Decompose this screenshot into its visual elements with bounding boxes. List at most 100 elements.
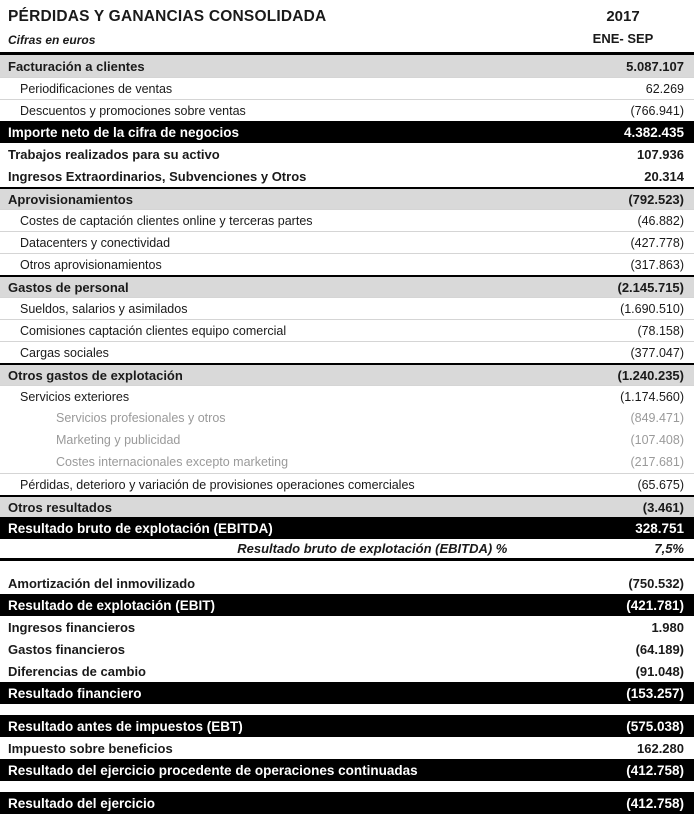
table-row: Resultado del ejercicio procedente de op…	[0, 759, 694, 781]
table-row: Aprovisionamientos (792.523)	[0, 187, 694, 209]
row-label: Importe neto de la cifra de negocios	[8, 124, 240, 140]
table-row: Resultado financiero (153.257)	[0, 682, 694, 704]
row-value: (750.532)	[628, 575, 684, 591]
row-value: (78.158)	[637, 323, 684, 338]
row-value: 162.280	[637, 740, 684, 756]
row-label: Trabajos realizados para su activo	[8, 146, 220, 162]
table-row: Pérdidas, deterioro y variación de provi…	[0, 473, 694, 495]
table-row: Datacenters y conectividad (427.778)	[0, 231, 694, 253]
row-value: (792.523)	[628, 191, 684, 207]
table-row: Cargas sociales (377.047)	[0, 341, 694, 363]
row-label: Costes internacionales excepto marketing	[56, 455, 289, 469]
table-row: Marketing y publicidad (107.408)	[0, 429, 694, 451]
table-row: Comisiones captación clientes equipo com…	[0, 319, 694, 341]
row-label: Ingresos financieros	[8, 619, 136, 635]
row-value: 107.936	[637, 146, 684, 162]
page-title: PÉRDIDAS Y GANANCIAS CONSOLIDADA	[8, 8, 327, 25]
row-label: Cargas sociales	[20, 345, 109, 360]
row-label: Gastos de personal	[8, 279, 129, 295]
table-row: Ingresos financieros 1.980	[0, 616, 694, 638]
table-row: Facturación a clientes 5.087.107	[0, 55, 694, 77]
statement-header: PÉRDIDAS Y GANANCIAS CONSOLIDADA Cifras …	[0, 6, 694, 52]
table-row: Descuentos y promociones sobre ventas (76…	[0, 99, 694, 121]
row-label: Impuesto sobre beneficios	[8, 740, 173, 756]
table-row: Importe neto de la cifra de negocios 4.38…	[0, 121, 694, 143]
row-label: Comisiones captación clientes equipo com…	[20, 323, 287, 338]
table-row: Otros resultados (3.461)	[0, 495, 694, 517]
row-value: (427.778)	[630, 235, 684, 250]
row-label: Servicios profesionales y otros	[56, 411, 226, 425]
row-label: Otros resultados	[8, 499, 113, 515]
row-value: 1.980	[651, 619, 684, 635]
row-label: Resultado bruto de explotación (EBITDA) …	[237, 541, 508, 556]
table-row: Costes internacionales excepto marketing…	[0, 451, 694, 473]
row-value: 5.087.107	[626, 58, 684, 74]
row-value: 20.314	[644, 168, 684, 184]
row-label: Resultado antes de impuestos (EBT)	[8, 718, 243, 734]
row-label: Otros aprovisionamientos	[20, 257, 162, 272]
row-label: Facturación a clientes	[8, 58, 145, 74]
row-value: (46.882)	[637, 213, 684, 228]
row-spacer	[0, 561, 694, 572]
table-row: Gastos de personal (2.145.715)	[0, 275, 694, 297]
row-label: Gastos financieros	[8, 641, 126, 657]
table-row: Servicios profesionales y otros (849.471)	[0, 407, 694, 429]
row-label: Servicios exteriores	[20, 389, 130, 404]
statement-rows: Facturación a clientes 5.087.107 Periodifi…	[0, 52, 694, 814]
table-row: Otros gastos de explotación (1.240.235)	[0, 363, 694, 385]
row-value: 328.751	[635, 520, 684, 536]
row-value: 4.382.435	[623, 124, 684, 140]
row-spacer	[0, 704, 694, 715]
table-row: Servicios exteriores (1.174.560)	[0, 385, 694, 407]
row-label: Descuentos y promociones sobre ventas	[20, 103, 246, 118]
table-row: Otros aprovisionamientos (317.863)	[0, 253, 694, 275]
row-value: (1.690.510)	[620, 301, 684, 316]
row-label: Aprovisionamientos	[8, 191, 133, 207]
year-label: 2017	[606, 8, 640, 25]
table-row: Gastos financieros (64.189)	[0, 638, 694, 660]
row-value: (65.675)	[637, 477, 684, 492]
row-label: Resultado bruto de explotación (EBITDA)	[8, 520, 273, 536]
row-label: Resultado del ejercicio procedente de op…	[8, 762, 418, 778]
period-column-header: 2017 ENE- SEP	[558, 8, 688, 46]
table-row: Trabajos realizados para su activo 107.93…	[0, 143, 694, 165]
row-label: Resultado de explotación (EBIT)	[8, 597, 216, 613]
row-value: 7,5%	[654, 541, 684, 556]
table-row: Resultado bruto de explotación (EBITDA) …	[0, 539, 694, 561]
header-left: PÉRDIDAS Y GANANCIAS CONSOLIDADA Cifras …	[8, 8, 326, 47]
units-note: Cifras en euros	[8, 33, 96, 47]
row-value: (64.189)	[635, 641, 684, 657]
row-value: (107.408)	[630, 433, 684, 447]
row-value: (2.145.715)	[617, 279, 685, 295]
row-value: (412.758)	[626, 795, 684, 811]
row-value: (377.047)	[630, 345, 684, 360]
row-label: Marketing y publicidad	[56, 433, 181, 447]
table-row: Sueldos, salarios y asimilados (1.690.510…	[0, 297, 694, 319]
row-label: Otros gastos de explotación	[8, 367, 183, 383]
table-row: Impuesto sobre beneficios 162.280	[0, 737, 694, 759]
row-value: 62.269	[645, 81, 684, 96]
row-value: (849.471)	[630, 411, 684, 425]
table-row: Ingresos Extraordinarios, Subvenciones y…	[0, 165, 694, 187]
period-label: ENE- SEP	[592, 31, 654, 46]
table-row: Resultado antes de impuestos (EBT) (575.0…	[0, 715, 694, 737]
row-label: Resultado del ejercicio	[8, 795, 156, 811]
table-row: Diferencias de cambio (91.048)	[0, 660, 694, 682]
row-value: (766.941)	[630, 103, 684, 118]
row-label: Periodificaciones de ventas	[20, 81, 173, 96]
row-value: (91.048)	[635, 663, 684, 679]
row-value: (421.781)	[626, 597, 684, 613]
row-label: Costes de captación clientes online y te…	[20, 213, 313, 228]
row-label: Ingresos Extraordinarios, Subvenciones y…	[8, 168, 307, 184]
table-row: Periodificaciones de ventas 62.269	[0, 77, 694, 99]
row-spacer	[0, 781, 694, 792]
table-row: Resultado bruto de explotación (EBITDA) 3…	[0, 517, 694, 539]
row-label: Resultado financiero	[8, 685, 142, 701]
row-label: Datacenters y conectividad	[20, 235, 171, 250]
row-value: (153.257)	[626, 685, 684, 701]
row-value: (3.461)	[642, 499, 684, 515]
row-value: (412.758)	[626, 762, 684, 778]
row-value: (1.174.560)	[620, 389, 684, 404]
row-value: (317.863)	[630, 257, 684, 272]
